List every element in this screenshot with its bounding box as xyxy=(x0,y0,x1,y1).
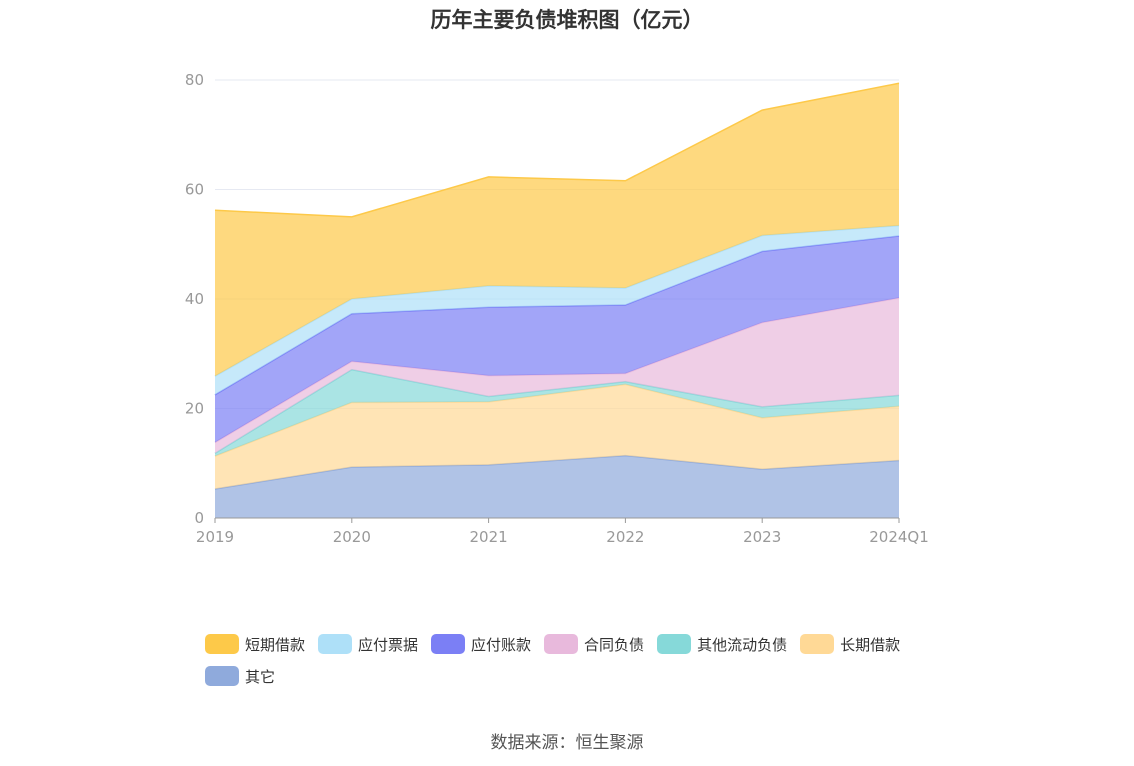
legend-label: 应付票据 xyxy=(358,635,419,654)
legend-label: 其它 xyxy=(245,667,276,686)
data-point-6-0[interactable] xyxy=(213,208,217,212)
y-tick-label-3: 60 xyxy=(185,181,204,199)
y-tick-label-0: 0 xyxy=(194,509,204,527)
legend-swatch xyxy=(544,634,579,654)
legend-swatch xyxy=(205,666,239,686)
legend-label: 短期借款 xyxy=(245,635,306,654)
legend-item-0[interactable]: 短期借款 xyxy=(205,628,305,660)
data-point-6-4[interactable] xyxy=(760,108,764,112)
legend-label: 长期借款 xyxy=(840,635,901,654)
x-tick-label-5: 2024Q1 xyxy=(869,528,929,546)
legend-item-1[interactable]: 应付票据 xyxy=(318,628,418,660)
y-tick-label-1: 20 xyxy=(185,400,204,418)
area-series-5[interactable] xyxy=(215,225,899,395)
area-series-2[interactable] xyxy=(215,369,899,457)
x-tick-label-1: 2020 xyxy=(333,528,371,546)
legend: 短期借款 应付票据 应付账款 合同负债 其他流动负债 长期借款其它 xyxy=(205,628,965,692)
area-series-6[interactable] xyxy=(215,83,899,377)
data-point-6-1[interactable] xyxy=(350,215,354,219)
area-series-1[interactable] xyxy=(215,384,899,489)
legend-item-6[interactable]: 其它 xyxy=(205,660,275,692)
x-tick-label-3: 2022 xyxy=(606,528,644,546)
area-series-3[interactable] xyxy=(215,297,899,454)
legend-swatch xyxy=(657,634,692,654)
legend-item-2[interactable]: 应付账款 xyxy=(431,628,531,660)
area-series-4[interactable] xyxy=(215,236,899,443)
legend-label: 合同负债 xyxy=(584,635,645,654)
y-tick-label-4: 80 xyxy=(185,71,204,89)
legend-swatch xyxy=(800,634,835,654)
area-line-6 xyxy=(214,82,900,218)
x-tick-label-2: 2021 xyxy=(470,528,508,546)
legend-label: 应付账款 xyxy=(471,635,532,654)
y-tick-label-2: 40 xyxy=(185,290,204,308)
x-tick-label-0: 2019 xyxy=(196,528,234,546)
area-series-0[interactable] xyxy=(215,455,899,518)
source-note: 数据来源：恒生聚源 xyxy=(490,733,644,753)
data-point-6-3[interactable] xyxy=(623,179,627,183)
legend-swatch xyxy=(431,634,466,654)
data-point-6-2[interactable] xyxy=(487,175,491,179)
chart-title: 历年主要负债堆积图（亿元） xyxy=(430,8,704,32)
legend-swatch xyxy=(318,634,353,654)
x-tick-label-4: 2023 xyxy=(743,528,781,546)
legend-item-4[interactable]: 其他流动负债 xyxy=(657,628,787,660)
data-point-6-5[interactable] xyxy=(897,81,901,85)
area-series xyxy=(213,81,901,518)
legend-label: 其他流动负债 xyxy=(697,635,788,654)
axes: 2019 2020 2021 2022 2023 2024Q1 0 20 40 60 80 xyxy=(185,71,929,546)
legend-item-3[interactable]: 合同负债 xyxy=(544,628,644,660)
legend-swatch xyxy=(205,634,239,654)
legend-item-5[interactable]: 长期借款 xyxy=(800,628,900,660)
